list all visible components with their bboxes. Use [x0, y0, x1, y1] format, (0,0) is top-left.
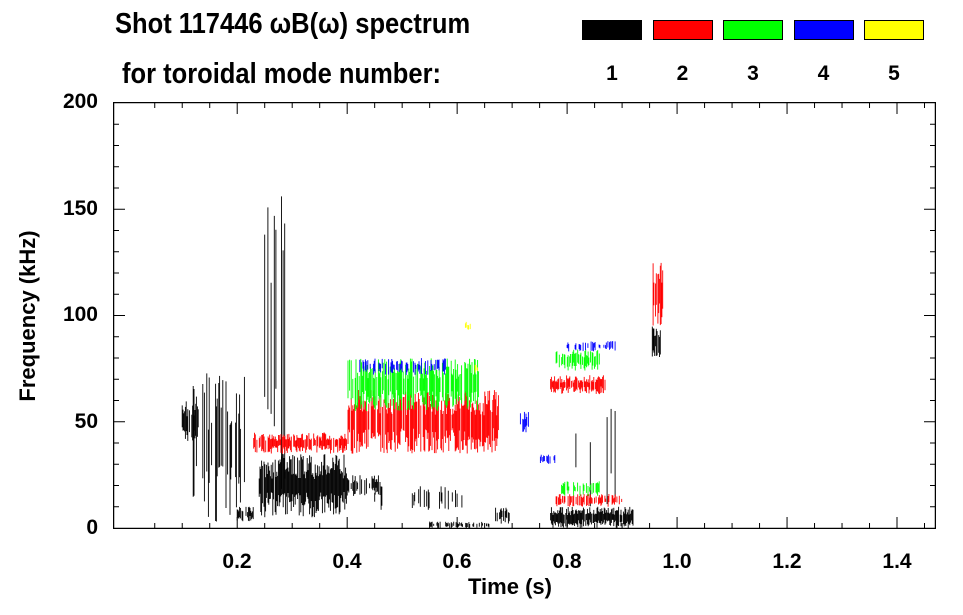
spectral-feature-mode-1	[181, 401, 199, 441]
spectral-feature-mode-4	[566, 341, 616, 352]
legend-swatch-mode-3	[723, 20, 783, 40]
spectral-feature-mode-2	[652, 262, 664, 326]
legend-caption: for toroidal mode number:	[122, 58, 441, 90]
spectral-feature-mode-3	[561, 481, 600, 496]
legend-label-mode-2: 2	[676, 62, 689, 85]
legend-label-mode-4: 4	[817, 62, 830, 85]
x-axis-label: Time (s)	[468, 574, 552, 599]
legend-label-mode-5: 5	[888, 62, 900, 85]
spectral-feature-mode-5	[464, 321, 471, 330]
spectral-feature-mode-1	[346, 475, 381, 496]
spectral-feature-mode-1	[550, 506, 634, 528]
spectral-feature-mode-4	[359, 358, 446, 375]
legend-swatch-mode-5	[864, 20, 924, 40]
x-tick-label: 1.0	[662, 550, 692, 573]
spectral-feature-mode-1	[264, 196, 286, 489]
spectral-feature-mode-1	[374, 486, 463, 510]
legend-label-mode-3: 3	[747, 62, 759, 85]
x-tick-label: 0.2	[222, 550, 252, 573]
y-tick-label: 50	[74, 410, 98, 433]
spectral-feature-mode-2	[555, 494, 623, 507]
spectral-feature-mode-1	[258, 453, 347, 518]
spectral-feature-mode-1	[192, 373, 245, 522]
y-tick-label: 0	[86, 516, 98, 539]
chart-title: Shot 117446 ωB(ω) spectrum	[115, 8, 471, 40]
y-axis-label: Frequency (kHz)	[15, 230, 40, 402]
y-tick-label: 150	[62, 197, 98, 220]
spectral-feature-mode-2	[347, 390, 499, 454]
spectral-feature-mode-1	[495, 507, 510, 524]
legend-swatch-mode-4	[793, 20, 854, 40]
spectral-feature-mode-3	[555, 349, 600, 371]
x-tick-label: 0.8	[552, 550, 582, 573]
x-tick-label: 0.4	[332, 550, 362, 573]
y-tick-label: 100	[62, 303, 98, 326]
spectral-feature-mode-1	[651, 326, 661, 357]
y-tick-label: 200	[62, 90, 98, 113]
legend-swatch-mode-2	[652, 20, 713, 40]
spectral-feature-mode-5	[474, 364, 479, 373]
legend-swatch-mode-1	[582, 20, 642, 40]
x-tick-label: 1.2	[772, 550, 802, 573]
spectral-feature-mode-2	[253, 432, 347, 454]
spectral-feature-mode-2	[550, 375, 606, 395]
spectral-feature-mode-4	[519, 411, 529, 433]
x-tick-label: 1.4	[882, 550, 912, 573]
x-tick-label: 0.6	[442, 550, 472, 573]
spectral-feature-mode-4	[539, 454, 556, 464]
spectral-feature-mode-1	[429, 521, 490, 528]
spectrogram-plot	[113, 102, 936, 529]
spectral-feature-mode-1	[236, 506, 254, 522]
legend-label-mode-1: 1	[606, 62, 618, 85]
spectral-feature-mode-1	[575, 408, 616, 507]
